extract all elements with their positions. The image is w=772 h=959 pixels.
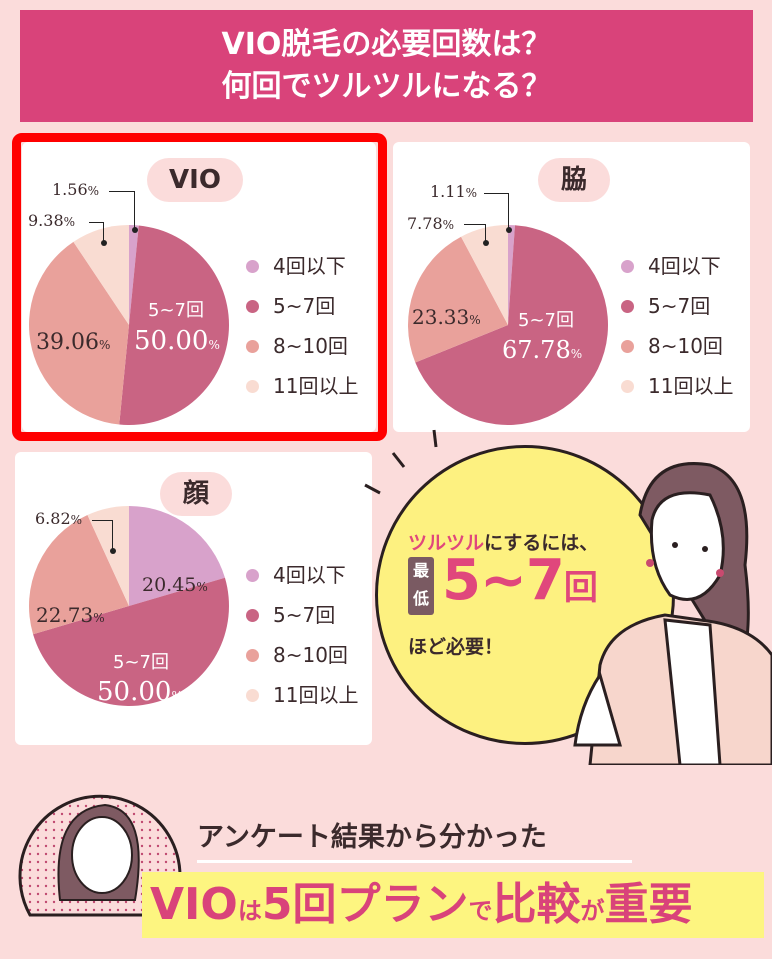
legend-label: 5~7回 [273, 603, 336, 627]
label-8-10: 22.73% [36, 603, 105, 627]
pie-slice-1 [415, 225, 608, 425]
leader-line [484, 193, 512, 233]
legend-item: 5~7回 [246, 595, 358, 635]
woman-illustration [573, 462, 772, 765]
legend-dot [621, 259, 634, 273]
legend-dot [246, 608, 259, 622]
legend-label: 4回以下 [648, 254, 721, 278]
divider [197, 860, 632, 863]
bubble-count: 5~7回 [442, 548, 598, 613]
highlight-band [142, 872, 764, 938]
legend-label: 8~10回 [273, 643, 348, 667]
legend-vio: 4回以下 5~7回 8~10回 11回以上 [246, 246, 358, 406]
legend-item: 11回以上 [246, 675, 358, 715]
pie-face [29, 506, 229, 706]
bubble-line3: ほど必要！ [408, 636, 504, 658]
legend-item: 8~10回 [246, 326, 358, 366]
label-4-or-less: 1.11% [430, 182, 478, 201]
legend-armpit: 4回以下 5~7回 8~10回 11回以上 [621, 246, 733, 406]
pie-armpit [408, 225, 608, 425]
legend-label: 8~10回 [273, 334, 348, 358]
legend-item: 4回以下 [246, 246, 358, 286]
leader-line [89, 222, 107, 246]
label-11-plus: 9.38% [28, 211, 76, 230]
legend-label: 8~10回 [648, 334, 723, 358]
header-title: VIO脱毛の必要回数は？ 何回でツルツルになる？ [20, 10, 753, 122]
legend-dot [246, 299, 259, 313]
legend-item: 11回以上 [621, 366, 733, 406]
legend-dot [246, 688, 259, 702]
legend-dot [246, 339, 259, 353]
pie-slice-3 [87, 506, 129, 606]
legend-label: 11回以上 [273, 374, 359, 398]
label-8-10: 39.06% [36, 330, 111, 355]
label-4-or-less: 20.45% [142, 574, 208, 596]
footer-subtitle: アンケート結果から分かった [197, 822, 547, 853]
pie-vio [29, 225, 229, 425]
legend-item: 8~10回 [246, 635, 358, 675]
legend-face: 4回以下 5~7回 8~10回 11回以上 [246, 555, 358, 715]
legend-label: 5~7回 [273, 294, 336, 318]
conclusion-text: VIOは5回プランで比較が重要 [150, 879, 693, 930]
legend-label: 11回以上 [648, 374, 734, 398]
pie-slice-1 [119, 225, 229, 425]
label-8-10: 23.33% [412, 305, 481, 329]
legend-item: 5~7回 [246, 286, 358, 326]
pie-slice-0 [508, 225, 515, 325]
label-4-or-less: 1.56% [52, 180, 100, 199]
label-11-plus: 7.78% [407, 214, 455, 233]
inner-label: 5~7回 [148, 300, 204, 321]
pie-slice-2 [29, 241, 130, 425]
pie-slice-0 [129, 225, 139, 325]
pie-slice-3 [73, 225, 129, 325]
highlight-frame [12, 133, 387, 441]
legend-label: 11回以上 [273, 683, 359, 707]
legend-item: 11回以上 [246, 366, 358, 406]
legend-item: 4回以下 [621, 246, 733, 286]
leader-line [92, 520, 116, 554]
inner-label: 5~7回 [518, 310, 574, 331]
legend-dot [246, 259, 259, 273]
legend-dot [621, 339, 634, 353]
pie-slice-1 [33, 577, 229, 706]
legend-dot [621, 379, 634, 393]
legend-dot [246, 648, 259, 662]
inner-label: 5~7回 [113, 652, 169, 673]
pie-slice-0 [129, 506, 225, 606]
bubble-line1: ツルツルにするには、 [408, 532, 599, 554]
minimum-badge: 最低 [408, 557, 434, 615]
leader-line [109, 191, 138, 233]
label-5-7: 50.00% [134, 326, 220, 356]
chart-title-vio: VIO [147, 158, 243, 202]
legend-label: 4回以下 [273, 254, 346, 278]
label-11-plus: 6.82% [35, 509, 83, 528]
legend-item: 4回以下 [246, 555, 358, 595]
pie-slice-2 [408, 236, 508, 363]
legend-item: 5~7回 [621, 286, 733, 326]
legend-dot [246, 379, 259, 393]
chart-title-armpit: 脇 [538, 158, 610, 202]
label-5-7: 50.00% [97, 677, 183, 707]
legend-label: 5~7回 [648, 294, 711, 318]
legend-item: 8~10回 [621, 326, 733, 366]
emphasis-lines [364, 429, 438, 495]
pie-slice-2 [29, 515, 129, 635]
legend-dot [246, 568, 259, 582]
avatar-illustration [18, 794, 182, 917]
label-5-7: 67.78% [502, 336, 583, 364]
legend-label: 4回以下 [273, 563, 346, 587]
leader-line [464, 224, 489, 246]
pie-slice-3 [461, 225, 508, 325]
chart-title-face: 顔 [160, 472, 232, 516]
legend-dot [621, 299, 634, 313]
